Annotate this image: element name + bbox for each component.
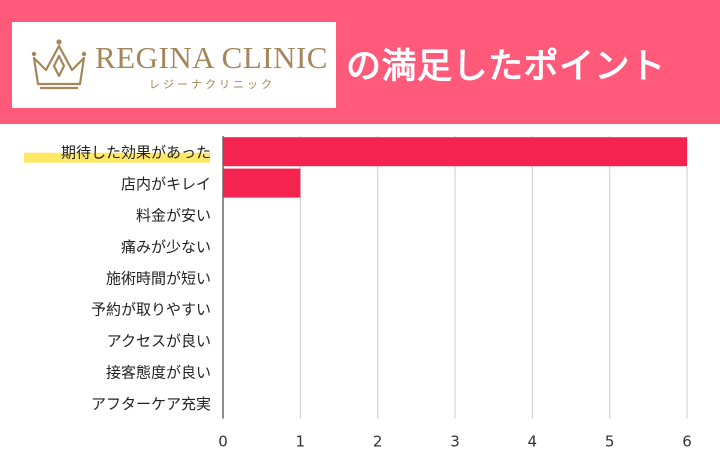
x-tick-label: 4 — [528, 433, 538, 451]
category-label: 期待した効果があった — [61, 144, 211, 162]
category-label: 施術時間が短い — [106, 269, 211, 287]
x-tick-label: 5 — [605, 433, 615, 451]
category-label: 店内がキレイ — [121, 175, 211, 193]
bar — [223, 137, 687, 167]
satisfaction-bar-chart: 期待した効果があった店内がキレイ料金が安い痛みが少ない施術時間が短い予約が取りや… — [24, 136, 692, 451]
x-tick-label: 6 — [682, 433, 692, 451]
x-tick-label: 3 — [450, 433, 460, 451]
page-title: の満足したポイント — [346, 47, 666, 87]
logo-brand-text: REGINA CLINIC — [95, 40, 328, 75]
category-label: 接客態度が良い — [106, 364, 211, 382]
category-label: 痛みが少ない — [121, 238, 211, 256]
category-label: 料金が安い — [136, 207, 211, 225]
category-label: アクセスが良い — [107, 332, 211, 350]
bar — [223, 168, 301, 198]
x-tick-label: 2 — [373, 433, 383, 451]
category-label: アフターケア充実 — [91, 395, 211, 413]
x-tick-label: 0 — [218, 433, 228, 451]
logo-sub-text: レジーナクリニック — [149, 78, 275, 91]
clinic-logo: REGINA CLINIC レジーナクリニック — [12, 22, 336, 108]
category-label: 予約が取りやすい — [91, 301, 211, 319]
category-highlight-marker — [24, 152, 210, 163]
header-banner: REGINA CLINIC レジーナクリニック の満足したポイント — [0, 0, 720, 124]
x-tick-label: 1 — [296, 433, 306, 451]
crown-icon — [31, 39, 87, 90]
